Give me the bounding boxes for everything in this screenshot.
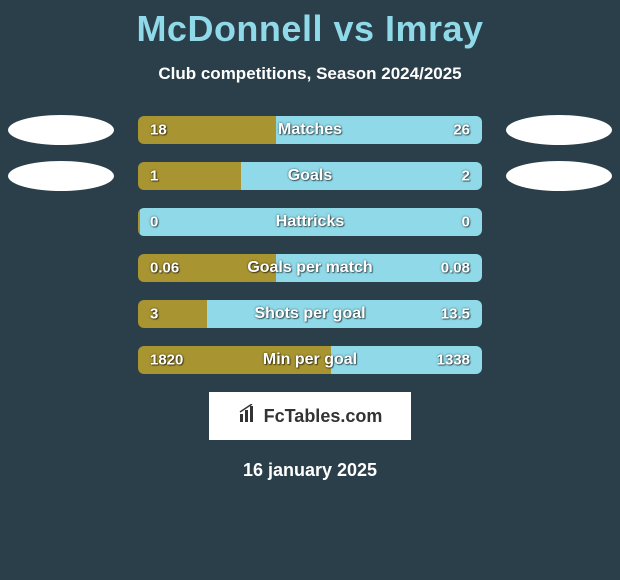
player-avatar-right <box>506 115 612 145</box>
stat-value-left: 0 <box>150 214 158 231</box>
player-avatar-left <box>8 115 114 145</box>
stat-bar: 1820 1338 Min per goal <box>138 346 482 374</box>
comparison-panel: McDonnell vs Imray Club competitions, Se… <box>0 0 620 580</box>
stat-value-right: 0.08 <box>441 260 470 277</box>
stat-value-right: 13.5 <box>441 306 470 323</box>
stat-bar: 18 26 Matches <box>138 116 482 144</box>
page-title: McDonnell vs Imray <box>0 8 620 50</box>
stat-label: Shots per goal <box>254 305 365 323</box>
logo-text: FcTables.com <box>264 406 383 427</box>
stat-value-left: 3 <box>150 306 158 323</box>
chart-icon <box>238 404 258 429</box>
stat-bar: 3 13.5 Shots per goal <box>138 300 482 328</box>
stat-label: Min per goal <box>263 351 357 369</box>
stat-label: Matches <box>278 121 342 139</box>
stat-row: 0.06 0.08 Goals per match <box>0 254 620 282</box>
stat-bar: 1 2 Goals <box>138 162 482 190</box>
logo-box[interactable]: FcTables.com <box>209 392 411 440</box>
stat-label: Goals per match <box>247 259 372 277</box>
stat-value-left: 0.06 <box>150 260 179 277</box>
stat-value-right: 2 <box>462 168 470 185</box>
stat-label: Goals <box>288 167 332 185</box>
stat-bar-left <box>138 300 207 328</box>
stat-bar-right <box>241 162 482 190</box>
stats-list: 18 26 Matches 1 2 Goals 0 0 Hattricks 0.06 0.08 Goa… <box>0 116 620 374</box>
stat-value-left: 1820 <box>150 352 183 369</box>
stat-label: Hattricks <box>276 213 344 231</box>
player-avatar-right <box>506 161 612 191</box>
stat-row: 1820 1338 Min per goal <box>0 346 620 374</box>
stat-bar: 0.06 0.08 Goals per match <box>138 254 482 282</box>
stat-value-right: 1338 <box>437 352 470 369</box>
stat-row: 1 2 Goals <box>0 162 620 190</box>
stat-value-right: 0 <box>462 214 470 231</box>
page-subtitle: Club competitions, Season 2024/2025 <box>0 64 620 84</box>
stat-row: 18 26 Matches <box>0 116 620 144</box>
player-avatar-left <box>8 161 114 191</box>
stat-row: 3 13.5 Shots per goal <box>0 300 620 328</box>
stat-bar: 0 0 Hattricks <box>138 208 482 236</box>
date-label: 16 january 2025 <box>0 460 620 481</box>
stat-value-left: 1 <box>150 168 158 185</box>
stat-row: 0 0 Hattricks <box>0 208 620 236</box>
stat-value-right: 26 <box>453 122 470 139</box>
stat-value-left: 18 <box>150 122 167 139</box>
